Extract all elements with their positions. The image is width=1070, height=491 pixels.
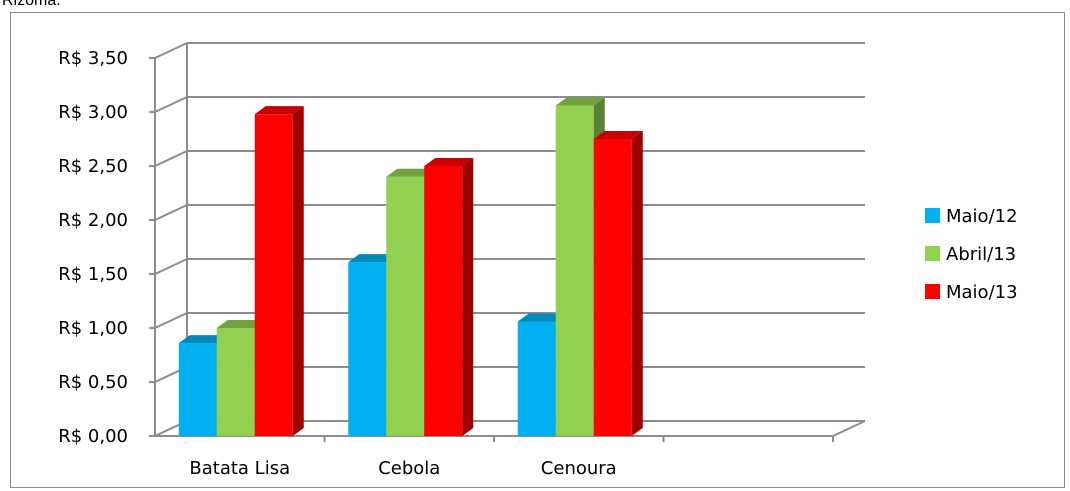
x-tick-label: Cebola (378, 458, 440, 479)
gridline-diagonal (154, 42, 188, 59)
floor-right-edge (832, 420, 866, 437)
chart-caption: Rizoma: (2, 0, 61, 9)
bar-front (517, 321, 556, 436)
bar-top (178, 335, 228, 344)
y-tick-label: R$ 3,00 (58, 102, 128, 123)
x-axis: Batata Lisa Cebola Cenoura (155, 420, 866, 479)
bar-top (386, 168, 436, 177)
bar (424, 158, 474, 436)
bar-front (216, 328, 255, 436)
bar-top (424, 158, 474, 166)
bar-top (555, 97, 605, 106)
bar-top (254, 106, 304, 115)
legend-swatch (925, 284, 940, 299)
legend-label: Abril/13 (946, 244, 1016, 265)
y-tick-label: R$ 2,00 (58, 210, 128, 231)
bar-top (216, 320, 266, 328)
bar-front (386, 176, 425, 437)
bar (517, 313, 567, 436)
bar-side (631, 131, 643, 436)
gridline-diagonal (154, 258, 188, 275)
legend-label: Maio/12 (946, 206, 1018, 227)
y-tick-label: R$ 1,00 (58, 318, 128, 339)
x-tick-label: Batata Lisa (189, 458, 290, 479)
legend-swatch (925, 246, 940, 261)
bar-front (254, 114, 293, 436)
gridline-diagonal (154, 150, 188, 167)
bar-front (178, 343, 217, 436)
y-tick-label: R$ 3,50 (58, 48, 128, 69)
bars (178, 97, 643, 437)
legend-swatch (925, 208, 940, 223)
bar-top (593, 131, 643, 139)
y-tick-label: R$ 0,00 (58, 426, 128, 447)
bar-front (424, 166, 463, 436)
x-tick-label: Cenoura (541, 458, 617, 479)
legend-label: Maio/13 (946, 282, 1018, 303)
gridline-diagonal (154, 204, 188, 221)
gridline-diagonal (154, 96, 188, 113)
y-axis: R$ 0,00 R$ 0,50 R$ 1,00 R$ 1,50 R$ 2,00 R$ 2,… (58, 48, 155, 447)
bar-side (292, 106, 304, 436)
y-tick-label: R$ 2,50 (58, 156, 128, 177)
bar-top (517, 313, 567, 322)
y-tick-label: R$ 0,50 (58, 372, 128, 393)
bar (593, 131, 643, 436)
legend: Maio/12 Abril/13 Maio/13 (925, 206, 1018, 303)
bar-side (462, 158, 474, 436)
gridline-diagonal (154, 312, 188, 329)
bar-front (593, 139, 632, 436)
bar (254, 106, 304, 436)
bar-top (348, 254, 398, 263)
bar-front (348, 262, 387, 436)
bar-front (555, 105, 594, 437)
y-tick-label: R$ 1,50 (58, 264, 128, 285)
